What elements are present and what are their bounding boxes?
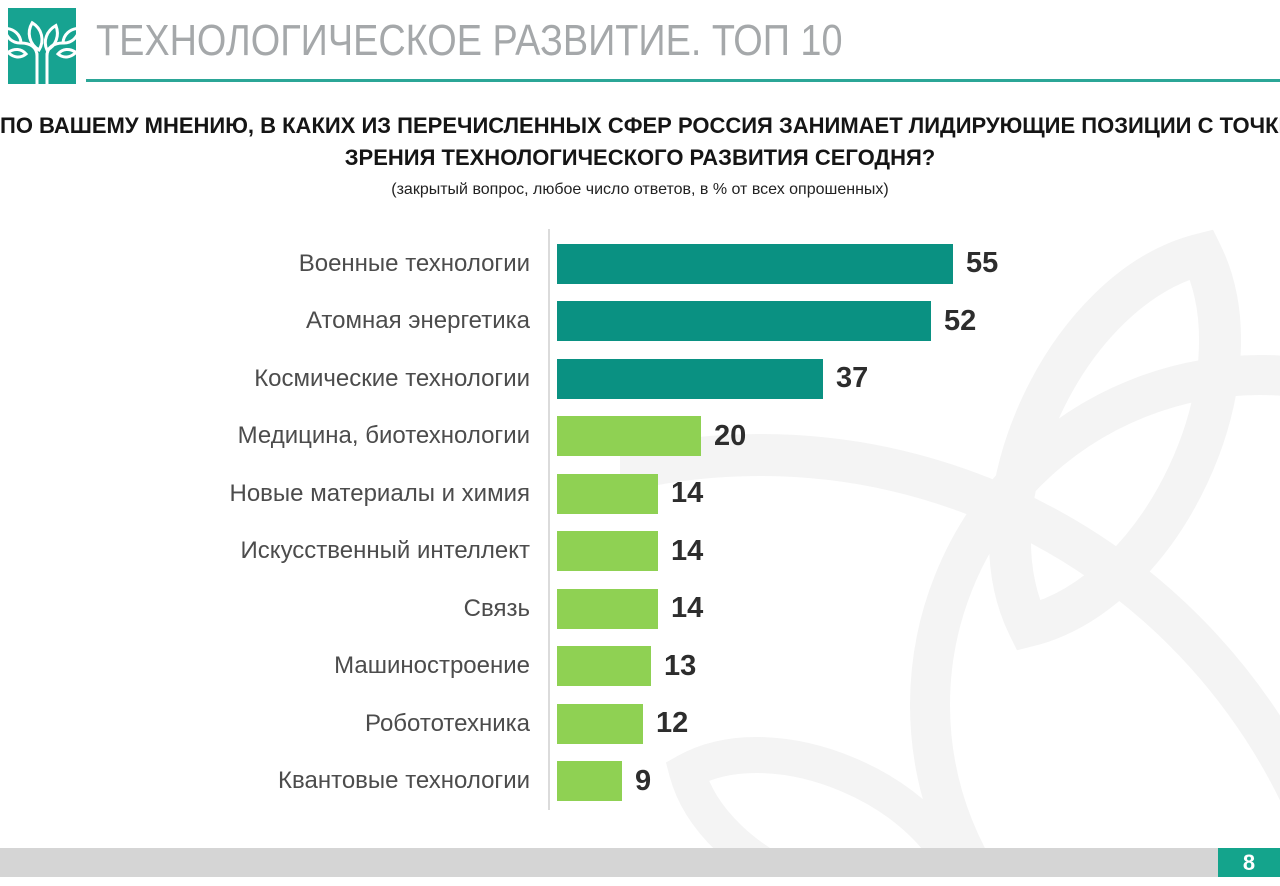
question-note: (закрытый вопрос, любое число ответов, в… — [391, 181, 889, 198]
chart-row: Новые материалы и химия 14 — [0, 465, 1280, 523]
title-divider — [86, 79, 1280, 82]
bar — [557, 588, 658, 629]
logo — [8, 8, 76, 84]
chart-row: Робототехника 12 — [0, 695, 1280, 753]
bar-value: 37 — [836, 362, 869, 395]
bar — [557, 416, 701, 457]
bar-value: 12 — [656, 707, 689, 740]
bar — [557, 301, 931, 342]
chart-row: Медицина, биотехнологии 20 — [0, 408, 1280, 466]
page-title: ТЕХНОЛОГИЧЕСКОЕ РАЗВИТИЕ. ТОП 10 — [96, 16, 843, 65]
chart-row: Военные технологии 55 — [0, 235, 1280, 293]
bar-label: Новые материалы и химия — [229, 479, 531, 507]
bar-value: 14 — [671, 477, 704, 510]
bar-label: Военные технологии — [298, 249, 530, 277]
bar-label: Связь — [463, 594, 530, 622]
bar-value: 14 — [671, 534, 704, 567]
question-block: ПО ВАШЕМУ МНЕНИЮ, В КАКИХ ИЗ ПЕРЕЧИСЛЕНН… — [0, 110, 1280, 200]
slide-footer: 8 — [0, 848, 1280, 877]
bar-value: 14 — [671, 592, 704, 625]
bar — [557, 761, 622, 802]
sprout-tree-icon — [8, 20, 76, 84]
chart-row: Связь 14 — [0, 580, 1280, 638]
bar-label: Атомная энергетика — [305, 307, 530, 335]
chart-row: Искусственный интеллект 14 — [0, 523, 1280, 581]
chart-rows: Военные технологии 55 Атомная энергетика 52… — [0, 235, 1280, 810]
bar — [557, 646, 651, 687]
chart-row: Машиностроение 13 — [0, 638, 1280, 696]
footer-bar — [0, 848, 1280, 877]
bar-value: 13 — [664, 649, 697, 682]
bar-value: 20 — [714, 419, 747, 452]
chart-row: Атомная энергетика 52 — [0, 293, 1280, 351]
chart-row: Космические технологии 37 — [0, 350, 1280, 408]
bar — [557, 358, 823, 399]
bar-label: Искусственный интеллект — [240, 537, 530, 565]
bar-label: Медицина, биотехнологии — [237, 422, 530, 450]
page-number-badge: 8 — [1218, 848, 1280, 877]
chart-axis-line — [548, 229, 550, 810]
bar-label: Квантовые технологии — [278, 767, 530, 795]
bar — [557, 531, 658, 572]
bar-value: 9 — [635, 764, 652, 797]
bar — [557, 703, 643, 744]
bar-value: 52 — [944, 304, 977, 337]
slide-header: ТЕХНОЛОГИЧЕСКОЕ РАЗВИТИЕ. ТОП 10 — [0, 0, 1280, 95]
bar-label: Машиностроение — [334, 652, 530, 680]
bar-value: 55 — [966, 247, 999, 280]
bar-label: Космические технологии — [254, 364, 530, 392]
bar — [557, 243, 953, 284]
question-line-2: ЗРЕНИЯ ТЕХНОЛОГИЧЕСКОГО РАЗВИТИЯ СЕГОДНЯ… — [344, 145, 936, 170]
question-line-1: ПО ВАШЕМУ МНЕНИЮ, В КАКИХ ИЗ ПЕРЕЧИСЛЕНН… — [0, 113, 1280, 138]
bar — [557, 473, 658, 514]
bar-label: Робототехника — [365, 709, 530, 737]
chart-row: Квантовые технологии 9 — [0, 753, 1280, 811]
